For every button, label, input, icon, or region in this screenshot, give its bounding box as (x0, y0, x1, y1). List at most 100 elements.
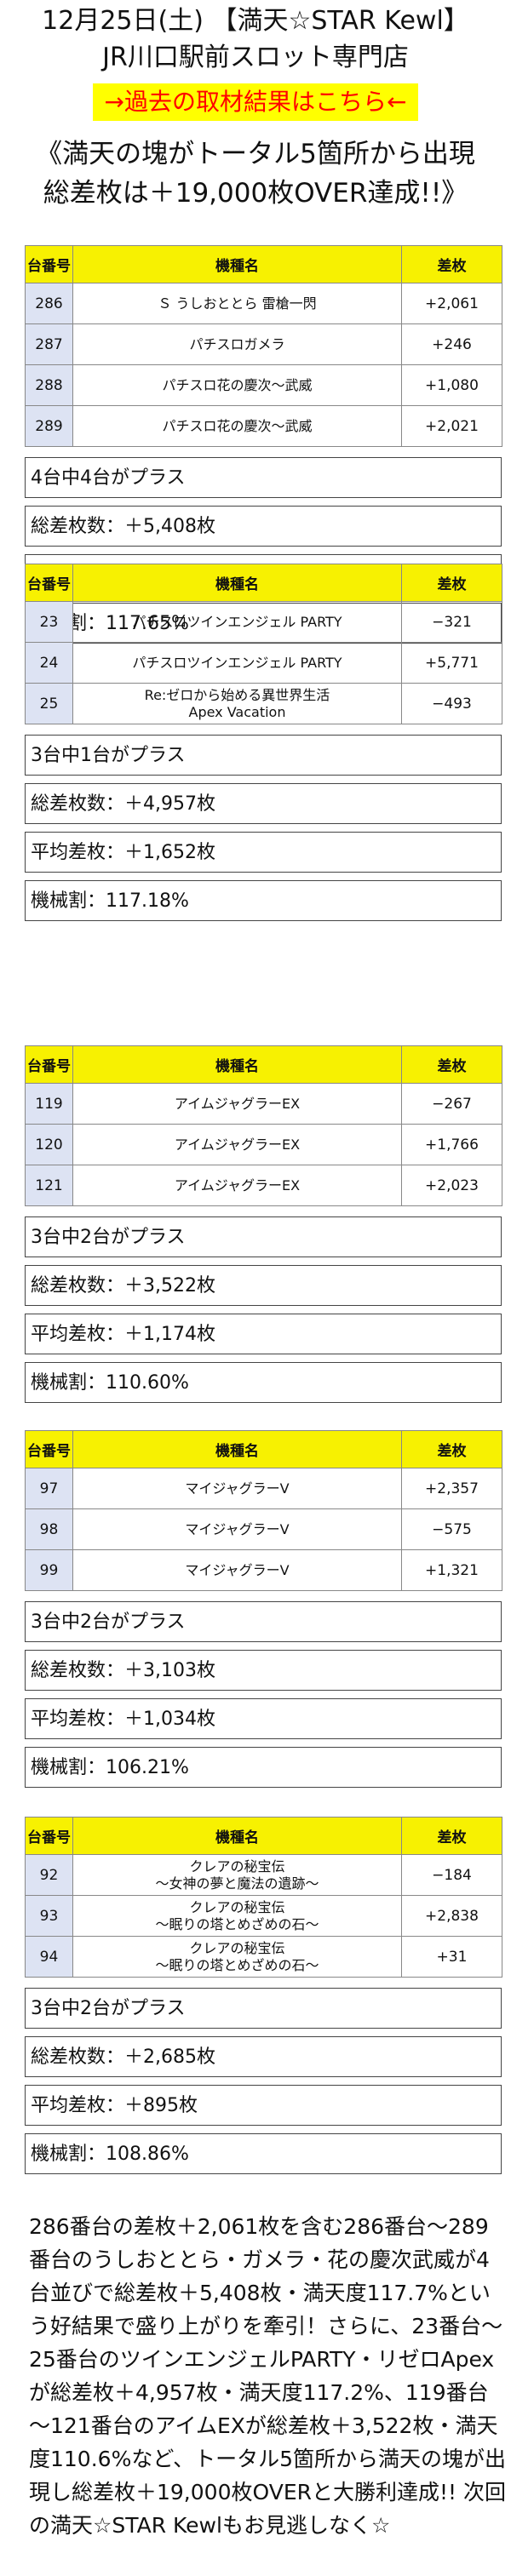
machine-name: クレアの秘宝伝 ～眠りの塔とめざめの石～ (72, 1936, 402, 1978)
machine-number: 23 (25, 601, 73, 643)
result-group: 台番号 機種名 差枚 92 クレアの秘宝伝 ～女神の夢と魔法の遺跡～ −184 93 クレアの秘… (25, 1817, 502, 2174)
header-number: 台番号 (25, 1430, 73, 1468)
machine-name: パチスロ花の慶次～武威 (72, 405, 402, 447)
header-diff: 差枚 (401, 1045, 502, 1084)
diff-value: −575 (401, 1508, 502, 1550)
result-group: 台番号 機種名 差枚 119 アイムジャグラーEX −267 120 アイムジャグラーEX +1… (25, 1045, 502, 1403)
average-diff-box: 平均差枚：＋1,034枚 (25, 1698, 502, 1739)
diff-value: +2,061 (401, 283, 502, 324)
diff-value: −184 (401, 1854, 502, 1896)
machine-number: 24 (25, 642, 73, 684)
results-table: 台番号 機種名 差枚 286 Ｓ うしおととら 雷槍一閃 +2,061 287 パチスロガメラ… (25, 245, 502, 447)
table-row: 289 パチスロ花の慶次～武威 +2,021 (25, 405, 502, 447)
result-group: 台番号 機種名 差枚 97 マイジャグラーV +2,357 98 マイジャグラーV −575 99… (25, 1430, 502, 1788)
machine-name: Ｓ うしおととら 雷槍一閃 (72, 283, 402, 324)
machine-name: Re:ゼロから始める異世界生活 Apex Vacation (72, 683, 402, 724)
header-number: 台番号 (25, 245, 73, 283)
header-diff: 差枚 (401, 1430, 502, 1468)
header-diff: 差枚 (401, 1817, 502, 1855)
table-row: 287 パチスロガメラ +246 (25, 323, 502, 365)
diff-value: +2,838 (401, 1895, 502, 1937)
diff-value: +1,766 (401, 1124, 502, 1165)
diff-value: −493 (401, 683, 502, 724)
machine-number: 119 (25, 1083, 73, 1125)
diff-value: +246 (401, 323, 502, 365)
plus-count-box: 3台中2台がプラス (25, 1988, 502, 2029)
table-row: 99 マイジャグラーV +1,321 (25, 1549, 502, 1591)
header-machine: 機種名 (72, 245, 402, 283)
machine-name: マイジャグラーV (72, 1508, 402, 1550)
table-row: 288 パチスロ花の慶次～武威 +1,080 (25, 364, 502, 406)
results-table: 台番号 機種名 差枚 92 クレアの秘宝伝 ～女神の夢と魔法の遺跡～ −184 93 クレアの秘… (25, 1817, 502, 1978)
table-row: 119 アイムジャグラーEX −267 (25, 1083, 502, 1125)
header-number: 台番号 (25, 564, 73, 602)
page-title: 12月25日(土) 【満天☆STAR Kewl】 (42, 6, 469, 36)
plus-count-box: 3台中2台がプラス (25, 1601, 502, 1642)
header-machine: 機種名 (72, 1045, 402, 1084)
machine-number: 25 (25, 683, 73, 724)
machine-name: マイジャグラーV (72, 1549, 402, 1591)
machine-number: 93 (25, 1895, 73, 1937)
diff-value: +2,023 (401, 1165, 502, 1206)
header-machine: 機種名 (72, 564, 402, 602)
table-row: 286 Ｓ うしおととら 雷槍一閃 +2,061 (25, 283, 502, 324)
headline-line2: 総差枚は＋19,000枚OVER達成!!》 (43, 178, 468, 209)
diff-value: −267 (401, 1083, 502, 1125)
machine-name: パチスロ花の慶次～武威 (72, 364, 402, 406)
machine-name: クレアの秘宝伝 ～女神の夢と魔法の遺跡～ (72, 1854, 402, 1896)
total-diff-box: 総差枚数：＋5,408枚 (25, 506, 502, 547)
table-row: 98 マイジャグラーV −575 (25, 1508, 502, 1550)
total-diff-box: 総差枚数：＋3,522枚 (25, 1265, 502, 1306)
machine-number: 286 (25, 283, 73, 324)
table-header-row: 台番号 機種名 差枚 (25, 245, 502, 283)
page-header: 12月25日(土) 【満天☆STAR Kewl】 JR川口駅前スロット専門店 →… (0, 0, 511, 213)
payout-rate-box: 機械割：110.60% (25, 1362, 502, 1403)
results-table: 台番号 機種名 差枚 119 アイムジャグラーEX −267 120 アイムジャグラーEX +1… (25, 1045, 502, 1206)
headline-line1: 《満天の塊がトータル5箇所から出現 (36, 139, 475, 169)
machine-number: 97 (25, 1468, 73, 1509)
machine-name: パチスロツインエンジェル PARTY (72, 642, 402, 684)
header-machine: 機種名 (72, 1817, 402, 1855)
results-table: 台番号 機種名 差枚 97 マイジャグラーV +2,357 98 マイジャグラーV −575 99… (25, 1430, 502, 1591)
table-header-row: 台番号 機種名 差枚 (25, 564, 502, 602)
diff-value: +31 (401, 1936, 502, 1978)
machine-name: クレアの秘宝伝 ～眠りの塔とめざめの石～ (72, 1895, 402, 1937)
total-diff-box: 総差枚数：＋3,103枚 (25, 1650, 502, 1691)
machine-name: アイムジャグラーEX (72, 1083, 402, 1125)
machine-number: 289 (25, 405, 73, 447)
plus-count-box: 3台中1台がプラス (25, 735, 502, 776)
table-row: 92 クレアの秘宝伝 ～女神の夢と魔法の遺跡～ −184 (25, 1854, 502, 1896)
past-results-link[interactable]: →過去の取材結果はこちら← (92, 83, 419, 121)
table-row: 121 アイムジャグラーEX +2,023 (25, 1165, 502, 1206)
diff-value: −321 (401, 601, 502, 643)
machine-number: 92 (25, 1854, 73, 1896)
header-number: 台番号 (25, 1045, 73, 1084)
diff-value: +2,021 (401, 405, 502, 447)
table-row: 94 クレアの秘宝伝 ～眠りの塔とめざめの石～ +31 (25, 1936, 502, 1978)
machine-number: 94 (25, 1936, 73, 1978)
machine-name: マイジャグラーV (72, 1468, 402, 1509)
diff-value: +1,321 (401, 1549, 502, 1591)
table-row: 93 クレアの秘宝伝 ～眠りの塔とめざめの石～ +2,838 (25, 1895, 502, 1937)
header-diff: 差枚 (401, 245, 502, 283)
machine-name: パチスロガメラ (72, 323, 402, 365)
machine-number: 98 (25, 1508, 73, 1550)
average-diff-box: 平均差枚：＋1,652枚 (25, 832, 502, 873)
machine-number: 287 (25, 323, 73, 365)
plus-count-box: 3台中2台がプラス (25, 1216, 502, 1257)
diff-value: +2,357 (401, 1468, 502, 1509)
header-diff: 差枚 (401, 564, 502, 602)
machine-name: アイムジャグラーEX (72, 1124, 402, 1165)
table-row: 97 マイジャグラーV +2,357 (25, 1468, 502, 1509)
payout-rate-box: 機械割：108.86% (25, 2133, 502, 2174)
summary-text: 286番台の差枚＋2,061枚を含む286番台～289番台のうしおととら・ガメラ… (29, 2214, 506, 2538)
machine-number: 121 (25, 1165, 73, 1206)
table-header-row: 台番号 機種名 差枚 (25, 1430, 502, 1468)
table-row: 24 パチスロツインエンジェル PARTY +5,771 (25, 642, 502, 684)
table-header-row: 台番号 機種名 差枚 (25, 1817, 502, 1855)
machine-number: 120 (25, 1124, 73, 1165)
plus-count-box: 4台中4台がプラス (25, 457, 502, 498)
results-table: 台番号 機種名 差枚 23 パチスロツインエンジェル PARTY −321 24 パチスロツイ… (25, 564, 502, 724)
machine-name: パチスロツインエンジェル PARTY (72, 601, 402, 643)
total-diff-box: 総差枚数：＋2,685枚 (25, 2036, 502, 2077)
